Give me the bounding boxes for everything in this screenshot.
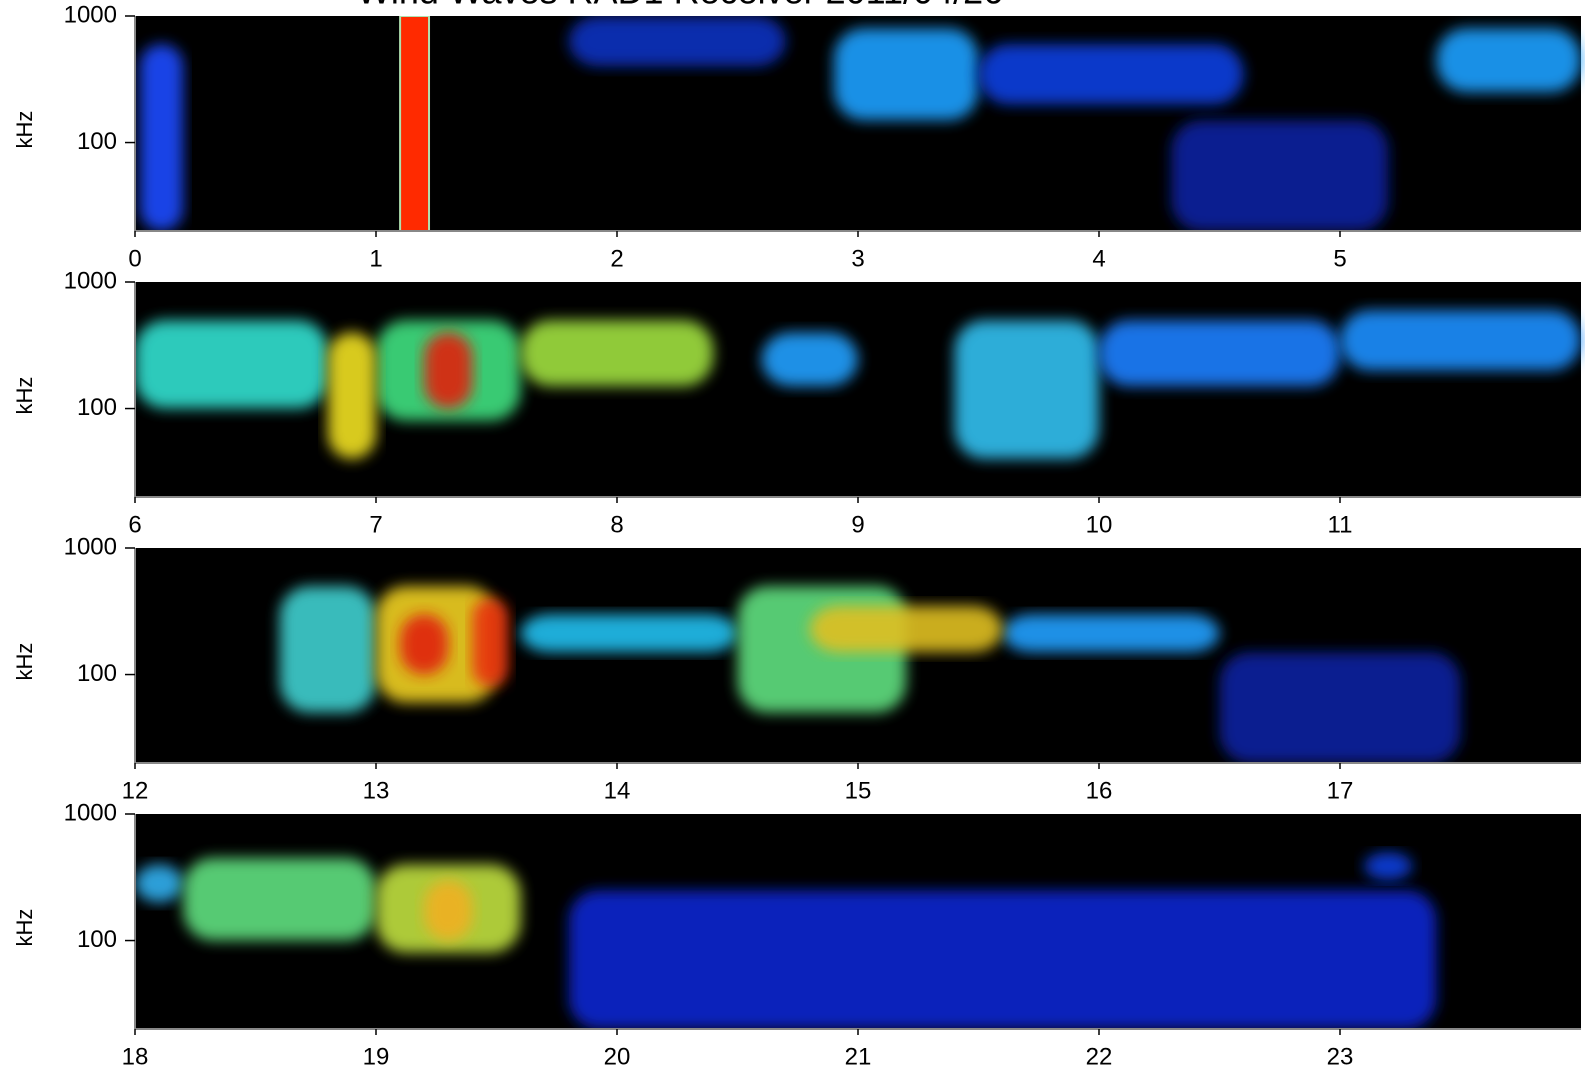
- panel: 100 1000 6 7 8 9 10 11 kHz: [12, 267, 1581, 538]
- x-tick-label: 3: [851, 245, 864, 272]
- x-tick-label: 14: [604, 777, 631, 804]
- x-tick-label: 15: [845, 777, 872, 804]
- x-tick-label: 2: [610, 245, 623, 272]
- emission: [399, 16, 431, 232]
- y-axis-label: kHz: [12, 111, 37, 149]
- emission: [833, 28, 979, 121]
- spectrogram-layer: [279, 586, 1461, 763]
- x-tick-label: 1: [369, 245, 382, 272]
- emission: [809, 605, 1003, 653]
- x-tick-label: 23: [1327, 1043, 1354, 1070]
- x-tick-label: 13: [363, 777, 390, 804]
- x-tick-label: 4: [1092, 245, 1105, 272]
- emission: [978, 44, 1244, 105]
- y-tick-label: 100: [77, 660, 117, 687]
- emission: [400, 614, 449, 675]
- chart-title: Wind Waves RAD1 Receiver 2011/04/26: [357, 0, 1003, 12]
- panel: 100 1000 18 19 20 21 22 23 kHz: [12, 799, 1581, 1070]
- x-tick-label: 0: [128, 245, 141, 272]
- emission: [139, 44, 184, 231]
- x-tick-label: 7: [369, 511, 382, 538]
- emission: [424, 880, 473, 941]
- emission: [183, 857, 376, 941]
- y-tick-label: 1000: [64, 267, 117, 294]
- panel: 100 1000 12 13 14 15 16 17 kHz: [12, 533, 1581, 804]
- emission: [1436, 28, 1581, 93]
- x-tick-label: 18: [122, 1043, 149, 1070]
- y-tick-label: 1000: [64, 533, 117, 560]
- emission: [761, 332, 858, 387]
- x-tick-label: 5: [1333, 245, 1346, 272]
- y-tick-label: 1000: [64, 799, 117, 826]
- emission: [1171, 120, 1389, 231]
- x-tick-label: 8: [610, 511, 623, 538]
- y-axis-label: kHz: [12, 377, 37, 415]
- emission: [424, 332, 473, 409]
- emission: [1002, 614, 1220, 653]
- spectrogram-layer: [135, 852, 1437, 1029]
- x-tick-label: 20: [604, 1043, 631, 1070]
- emission: [135, 320, 328, 409]
- emission: [954, 320, 1099, 459]
- x-tick-label: 16: [1086, 777, 1113, 804]
- y-tick-label: 1000: [64, 1, 117, 28]
- emission: [568, 890, 1437, 1029]
- x-tick-label: 6: [128, 511, 141, 538]
- emission: [1364, 852, 1413, 881]
- emission: [279, 586, 376, 713]
- x-tick-label: 10: [1086, 511, 1113, 538]
- y-axis-label: kHz: [12, 643, 37, 681]
- y-tick-label: 100: [77, 128, 117, 155]
- emission: [135, 864, 184, 903]
- emission: [1219, 652, 1461, 763]
- x-tick-label: 21: [845, 1043, 872, 1070]
- emission: [520, 614, 738, 653]
- y-tick-label: 100: [77, 394, 117, 421]
- y-tick-label: 100: [77, 926, 117, 953]
- emission: [1099, 320, 1340, 387]
- emission: [520, 320, 714, 387]
- emission: [1340, 310, 1581, 371]
- x-tick-label: 12: [122, 777, 149, 804]
- emission: [327, 332, 376, 459]
- emission: [568, 16, 786, 67]
- x-tick-label: 17: [1327, 777, 1354, 804]
- x-tick-label: 11: [1328, 511, 1353, 538]
- y-axis-label: kHz: [12, 909, 37, 947]
- x-tick-label: 9: [851, 511, 864, 538]
- x-tick-label: 22: [1086, 1043, 1113, 1070]
- panel: 100 1000 0 1 2 3 4 5 kHz: [12, 1, 1581, 272]
- spectrogram-layer: [135, 310, 1581, 459]
- x-tick-label: 19: [363, 1043, 390, 1070]
- emission: [472, 598, 509, 687]
- spectrogram-layer: [139, 16, 1581, 232]
